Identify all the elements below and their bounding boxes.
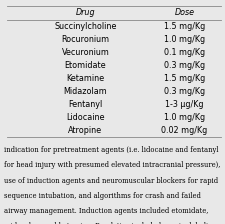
Text: Etomidate: Etomidate: [65, 61, 106, 70]
Text: Rocuronium: Rocuronium: [61, 35, 110, 44]
Text: Atropine: Atropine: [68, 126, 103, 135]
Text: use of induction agents and neuromuscular blockers for rapid: use of induction agents and neuromuscula…: [4, 177, 219, 185]
Text: Dose: Dose: [175, 8, 194, 17]
Text: 0.02 mg/Kg: 0.02 mg/Kg: [161, 126, 208, 135]
Text: 1.0 mg/Kg: 1.0 mg/Kg: [164, 113, 205, 122]
Text: for head injury with presumed elevated intracranial pressure),: for head injury with presumed elevated i…: [4, 161, 221, 169]
Text: 0.1 mg/Kg: 0.1 mg/Kg: [164, 48, 205, 57]
Text: 1.5 mg/Kg: 1.5 mg/Kg: [164, 22, 205, 31]
Text: 1.0 mg/Kg: 1.0 mg/Kg: [164, 35, 205, 44]
Text: 0.3 mg/Kg: 0.3 mg/Kg: [164, 61, 205, 70]
Text: Lidocaine: Lidocaine: [66, 113, 105, 122]
Text: 0.3 mg/Kg: 0.3 mg/Kg: [164, 87, 205, 96]
Text: sequence intubation, and algorithms for crash and failed: sequence intubation, and algorithms for …: [4, 192, 201, 200]
Text: Fentanyl: Fentanyl: [68, 100, 103, 109]
Text: midazolam and ketamine. Paralytics included succinylcholine,: midazolam and ketamine. Paralytics inclu…: [4, 222, 219, 224]
Text: Drug: Drug: [76, 8, 95, 17]
Text: 1.5 mg/Kg: 1.5 mg/Kg: [164, 74, 205, 83]
Text: Vecuronium: Vecuronium: [62, 48, 109, 57]
Text: Ketamine: Ketamine: [66, 74, 105, 83]
Text: airway management. Induction agents included etomidate,: airway management. Induction agents incl…: [4, 207, 209, 215]
Text: 1-3 μg/Kg: 1-3 μg/Kg: [165, 100, 204, 109]
Text: indication for pretreatment agents (i.e. lidocaine and fentanyl: indication for pretreatment agents (i.e.…: [4, 146, 219, 154]
Text: Midazolam: Midazolam: [64, 87, 107, 96]
Text: Succinylcholine: Succinylcholine: [54, 22, 117, 31]
